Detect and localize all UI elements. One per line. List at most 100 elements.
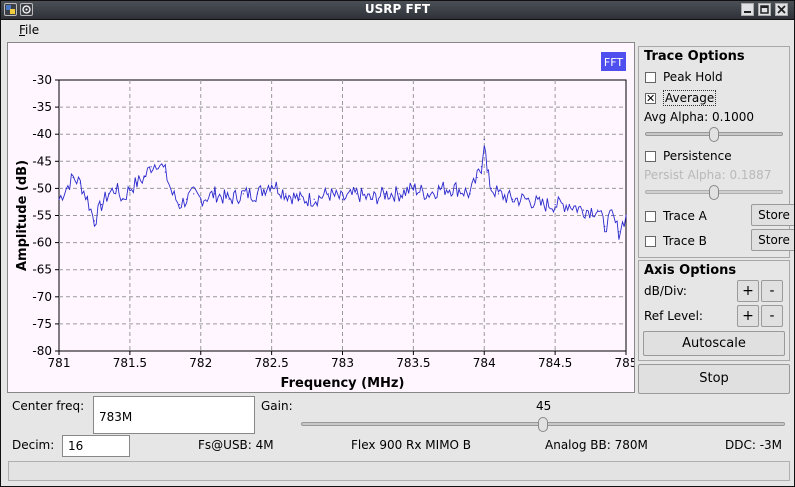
fft-data-point [79, 182, 81, 184]
axis-options-group: Axis Options dB/Div: + - Ref Level: + - … [638, 260, 790, 361]
peak-hold-checkbox[interactable] [645, 71, 656, 83]
fft-data-point [618, 231, 620, 233]
average-checkbox[interactable]: ✕ [645, 91, 656, 105]
fft-data-point [185, 198, 188, 200]
fft-data-point [554, 204, 556, 206]
fft-data-point [611, 214, 613, 217]
fft-data-point [455, 187, 457, 189]
persistence-label: Persistence [663, 149, 732, 163]
fft-data-point [58, 198, 60, 200]
fft-data-point [441, 187, 443, 189]
menu-file-mnemonic: F [19, 23, 26, 37]
trace-b-checkbox[interactable] [645, 235, 656, 247]
fs-usb-label: Fs@USB: 4M [198, 438, 274, 452]
ref-level-plus-button[interactable]: + [737, 305, 759, 327]
y-tick-label: -30 [32, 73, 52, 87]
y-tick-label: -80 [32, 344, 52, 358]
center-freq-label: Center freq: [12, 399, 85, 413]
fft-data-point [122, 198, 124, 200]
fft-data-point [480, 166, 483, 168]
ddc-label: DDC: -3M [725, 438, 783, 452]
fft-data-point [341, 198, 344, 200]
fft-data-point [164, 171, 166, 173]
peak-hold-row[interactable]: Peak Hold [645, 69, 723, 85]
axis-options-title: Axis Options [644, 263, 737, 278]
fft-data-point [214, 193, 216, 195]
gain-slider-handle[interactable] [538, 417, 548, 432]
persist-alpha-label: Persist Alpha: 0.1887 [644, 168, 772, 182]
fft-data-point [526, 198, 528, 200]
ref-level-minus-button[interactable]: - [761, 305, 783, 327]
fft-data-point [129, 187, 131, 189]
fft-data-point [540, 204, 542, 206]
x-tick-label: 783 [331, 356, 354, 370]
x-axis-label: Frequency (MHz) [281, 376, 405, 391]
fft-data-point [483, 139, 485, 141]
fft-data-point [568, 204, 570, 206]
trace-b-row[interactable]: Trace B [645, 233, 707, 249]
x-tick-label: 781.5 [113, 356, 147, 370]
maximize-icon[interactable] [758, 3, 771, 16]
trace-a-label: Trace A [663, 209, 707, 223]
persist-alpha-slider-handle[interactable] [709, 185, 719, 200]
minimize-icon[interactable] [741, 3, 754, 16]
persistence-checkbox[interactable] [645, 150, 656, 162]
y-tick-label: -40 [32, 127, 52, 141]
fft-data-point [171, 193, 173, 195]
fft-data-point [370, 198, 372, 200]
x-tick-label: 782.5 [254, 356, 288, 370]
y-axis-label: Amplitude (dB) [15, 160, 30, 271]
trace-options-title: Trace Options [644, 49, 745, 64]
y-tick-label: -35 [32, 100, 52, 114]
fft-data-point [356, 193, 358, 195]
title-bar[interactable]: USRP FFT [1, 1, 794, 20]
x-tick-label: 784.5 [538, 356, 572, 370]
fft-data-point [193, 193, 195, 195]
fft-data-point [93, 220, 96, 222]
fft-data-point [313, 198, 315, 200]
fft-data-point [299, 198, 301, 200]
average-row[interactable]: ✕ Average [645, 90, 717, 106]
fft-data-point [65, 187, 67, 189]
y-tick-label: -60 [32, 236, 52, 250]
fft-data-point [136, 182, 138, 184]
y-tick-label: -45 [32, 154, 52, 168]
trace-a-store-button[interactable]: Store [751, 204, 794, 226]
fft-tag-label: FFT [604, 56, 623, 69]
trace-a-row[interactable]: Trace A [645, 208, 707, 224]
fft-data-point [384, 193, 386, 195]
avg-alpha-slider-handle[interactable] [709, 127, 719, 142]
db-div-minus-button[interactable]: - [761, 280, 783, 302]
ref-level-label: Ref Level: [644, 309, 703, 323]
fft-data-point [178, 204, 181, 206]
fft-plot[interactable]: 781 781.5 782 782.5 783 783.5 784 784.5 785 -30 -3… [7, 42, 635, 393]
fft-data-point [604, 225, 606, 227]
fft-data-point [72, 176, 74, 179]
python-icon[interactable] [4, 3, 17, 16]
trace-b-label: Trace B [663, 234, 707, 248]
center-freq-input[interactable]: 783M [93, 396, 255, 434]
avg-alpha-label: Avg Alpha: 0.1000 [644, 110, 755, 124]
y-tick-label: -70 [32, 290, 52, 304]
autoscale-button[interactable]: Autoscale [643, 331, 785, 356]
y-tick-label: -65 [32, 263, 52, 277]
menu-file-label: ile [25, 23, 40, 37]
fft-data-point [242, 193, 244, 195]
db-div-plus-button[interactable]: + [737, 280, 759, 302]
persistence-row[interactable]: Persistence [645, 148, 732, 164]
fft-data-point [100, 204, 103, 206]
close-icon[interactable] [775, 3, 788, 16]
stop-button[interactable]: Stop [638, 364, 790, 394]
fft-data-point [512, 198, 514, 200]
fft-data-point [625, 214, 627, 217]
db-div-label: dB/Div: [644, 284, 687, 298]
trace-a-checkbox[interactable] [645, 210, 656, 222]
menu-file[interactable]: File [19, 23, 39, 37]
trace-b-store-button[interactable]: Store [751, 229, 794, 251]
status-bar [8, 461, 790, 481]
decim-input[interactable]: 16 [62, 435, 130, 457]
x-tick-label: 781 [48, 356, 71, 370]
fft-data-point [150, 166, 152, 168]
fft-data-point [398, 193, 400, 195]
pin-icon[interactable] [20, 3, 33, 16]
